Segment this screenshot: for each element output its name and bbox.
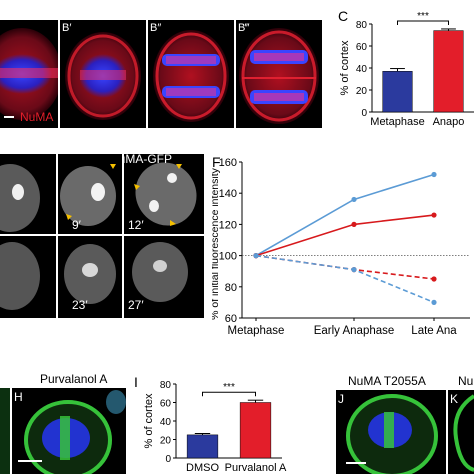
panel-label-b2: B″ <box>150 22 162 34</box>
scale-bar-h <box>18 460 42 462</box>
scale-bar-j <box>346 462 366 464</box>
series-line-2 <box>255 214 435 257</box>
bar-metaphase <box>382 71 413 113</box>
x-tick-label: Metaphase <box>228 325 285 337</box>
timelapse-frame-5: 23′ <box>58 236 122 318</box>
bar-dmso <box>186 434 219 459</box>
y-tick-label: 40 <box>356 64 368 75</box>
y-tick-label: 140 <box>219 188 237 200</box>
significance-bracket <box>202 391 256 397</box>
timelapse-time-2: 12′ <box>128 218 144 232</box>
y-tick-label: 80 <box>160 380 172 391</box>
data-point <box>351 267 357 273</box>
significance-stars: *** <box>417 11 429 22</box>
y-tick-label: 20 <box>160 436 172 447</box>
numa-stain-label: NuMA <box>20 110 54 124</box>
y-tick-label: 0 <box>361 108 367 119</box>
y-tick-label: 60 <box>225 313 237 325</box>
chart-i: 0 20 40 60 80 % of cortex DMSO Purvalanol A *** <box>143 380 287 474</box>
data-point <box>431 212 437 218</box>
panel-label-f: F <box>212 154 221 170</box>
numa-gfp-label: NuMA-GFP <box>124 154 173 166</box>
timelapse-frame-6: 27′ <box>124 236 204 318</box>
y-tick-label: 40 <box>160 417 172 428</box>
micrograph-g <box>0 388 10 474</box>
timelapse-frame-3: NuMA-GFP 12′ <box>124 154 204 234</box>
x-tick-label: Early Anaphase <box>314 325 395 337</box>
significance-bracket <box>397 20 449 25</box>
data-point <box>351 196 357 203</box>
micrograph-b3: B‴ <box>236 20 322 128</box>
micrograph-h: H <box>12 388 126 474</box>
panel-label-j: J <box>338 392 344 406</box>
panel-label-b1: B′ <box>62 22 72 34</box>
significance-stars: *** <box>223 382 235 393</box>
data-point <box>431 171 437 178</box>
timelapse-time-3: 23′ <box>72 298 88 312</box>
y-tick-label: 160 <box>219 157 237 169</box>
micrograph-b: NuMA <box>0 20 58 128</box>
micrograph-b2: B″ <box>148 20 234 128</box>
series-line-4 <box>255 254 435 304</box>
y-axis-label: % of cortex <box>143 393 155 449</box>
micrograph-k: K <box>448 390 474 474</box>
timelapse-time-4: 27′ <box>128 298 144 312</box>
y-tick-label: 100 <box>219 251 237 263</box>
panel-label-k: K <box>450 392 459 406</box>
y-tick-label: 60 <box>356 42 368 53</box>
x-tick-label: DMSO <box>186 462 219 474</box>
x-tick-label: Metaphase <box>370 116 424 128</box>
panel-label-h: H <box>14 390 23 404</box>
data-point <box>431 299 437 305</box>
x-tick-label: Purvalanol A <box>225 462 287 474</box>
y-tick-label: 120 <box>219 219 237 231</box>
scale-bar <box>4 116 14 118</box>
timelapse-frame-4 <box>0 236 56 318</box>
y-tick-label: 80 <box>356 20 368 31</box>
micrograph-b1: B′ <box>60 20 146 128</box>
timelapse-frame-2: 9′ <box>58 154 122 234</box>
bar-anapo <box>433 30 464 113</box>
y-tick-label: 60 <box>160 399 172 410</box>
panel-label-b3: B‴ <box>238 22 250 34</box>
micrograph-j: J <box>336 390 446 474</box>
y-tick-label: 20 <box>356 86 368 97</box>
y-tick-label: 80 <box>225 282 237 294</box>
panel-label-c: C <box>338 8 349 24</box>
x-tick-label: Late Ana <box>411 325 457 337</box>
series-line-1 <box>255 173 435 257</box>
chart-f: 60 80 100 120 140 160% of initial fluorescenc… <box>212 157 470 337</box>
panel-j-title: NuMA T2055A <box>348 374 426 388</box>
y-tick-label: 0 <box>165 454 171 465</box>
timelapse-time-1: 9′ <box>72 218 81 232</box>
y-axis-label: % of initial fluorescence intensity <box>212 167 221 319</box>
x-tick-label: Anapo <box>433 116 465 128</box>
data-point <box>431 276 437 282</box>
y-axis-label: % of cortex <box>339 40 351 96</box>
panel-k-title: Nu <box>458 374 474 388</box>
timelapse-frame-1 <box>0 154 56 234</box>
panel-h-title: Purvalanol A <box>40 372 108 386</box>
bar-purvalanol-a <box>239 402 272 459</box>
panel-label-i: I <box>134 374 138 390</box>
data-point <box>351 221 357 227</box>
chart-c: 0 20 40 60 80 % of cortex Metaphase Anapo *** <box>339 11 474 128</box>
data-point <box>253 253 259 259</box>
